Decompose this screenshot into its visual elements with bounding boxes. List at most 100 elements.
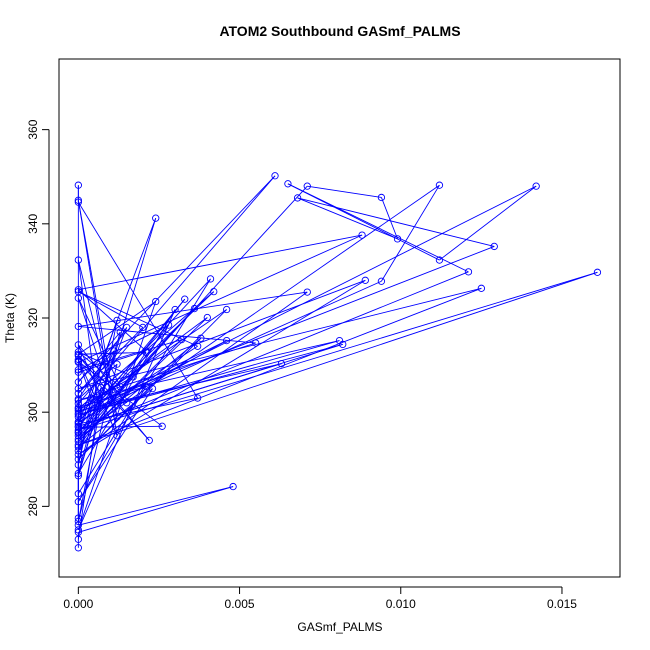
data-point [74,432,82,440]
x-tick-label: 0.010 [386,597,416,611]
series-segment [78,351,147,355]
series-segment [77,260,99,403]
data-point [113,413,121,421]
data-point [74,287,82,296]
series-segment [77,359,92,399]
data-point [190,304,199,313]
x-tick-label: 0.000 [63,597,93,611]
data-point [490,242,498,251]
series-segment [78,326,256,344]
data-point [74,322,82,331]
data-point [139,323,147,332]
data-point [142,382,150,390]
series-segment [77,327,128,400]
data-point [129,373,137,381]
data-point [74,286,82,294]
series-segment [78,388,153,448]
series-segment [297,197,495,247]
series-segment [77,320,118,433]
data-point [271,172,279,180]
series-segment [78,287,482,390]
series-segment [78,234,363,291]
data-point [74,366,82,374]
data-point [74,357,82,365]
data-point [97,362,105,371]
series-segment [78,376,134,408]
y-axis-label: Theta (K) [3,293,17,343]
data-point [74,517,82,526]
series-segment [77,386,147,502]
data-point [593,268,602,276]
data-point [74,400,82,408]
data-point [123,323,131,332]
y-tick-label: 300 [26,402,40,422]
y-tick-label: 360 [26,119,40,139]
series-segment [77,352,147,452]
series-segment [78,234,363,363]
series-segment [78,351,134,378]
data-point [145,436,153,445]
data-point [223,336,231,345]
series-segment [77,309,176,531]
data-point [158,422,166,430]
data-point [74,526,82,534]
data-point [193,342,202,350]
data-point [293,194,302,202]
y-tick-label: 320 [26,308,40,328]
data-point [210,287,218,296]
data-point [113,432,121,440]
series-segment [77,298,102,367]
series-segment [77,301,157,531]
data-point [303,182,311,190]
data-point [87,394,95,402]
data-point [74,528,82,536]
data-point [152,297,160,306]
data-point [277,360,286,368]
series-segment [78,291,198,347]
x-axis-label: GASmf_PALMS [297,620,382,634]
series-segment [78,308,195,440]
series-segment [77,200,118,436]
x-axis: 0.000 0.005 0.010 0.015 [63,586,577,611]
y-tick-label: 340 [26,213,40,233]
data-point [116,383,124,391]
data-point [532,182,540,190]
data-point [110,347,118,355]
data-point [74,455,82,463]
series-segment [78,271,598,431]
data-point [74,469,82,478]
data-point [393,235,402,243]
data-point [74,461,82,469]
series-segment [307,185,382,198]
series-segment [78,363,118,400]
data-point [193,394,202,402]
data-point [74,355,82,364]
data-point [74,418,82,427]
data-point [74,489,82,498]
series-segment [439,185,537,261]
data-point [361,276,369,284]
data-point [377,193,386,202]
data-point [74,535,82,543]
data-point [142,348,150,357]
data-point [206,275,215,283]
data-point [152,214,160,222]
series-segment [78,184,440,437]
data-point [377,277,386,285]
data-point [148,384,157,393]
data-point [303,288,311,296]
y-axis: 280 300 320 340 360 [26,119,50,516]
series-segment [78,486,234,526]
series-segment [78,317,208,442]
series-points [74,172,602,552]
data-point [74,426,82,434]
data-point [181,295,189,303]
series-segment [78,340,227,414]
data-point [177,336,186,344]
series-segment [78,486,234,533]
series-segment [78,363,282,412]
data-point [435,181,444,189]
data-point [123,399,131,407]
chart-title: ATOM2 Southbound GASmf_PALMS [219,23,460,39]
data-point [252,339,260,347]
